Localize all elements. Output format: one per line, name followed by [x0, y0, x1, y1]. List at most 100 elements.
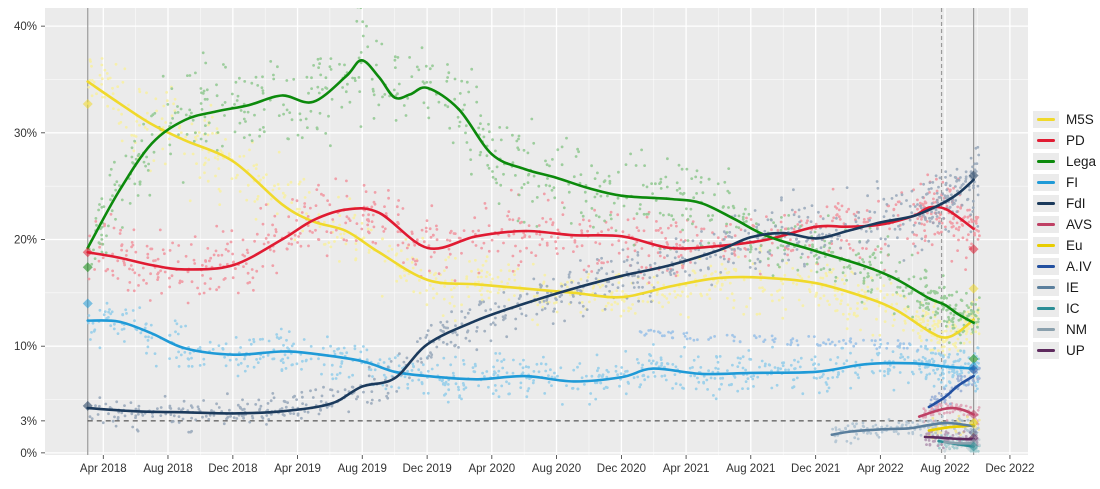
- legend: M5S PD Lega FI FdI AVS Eu A.IV IE IC NM UP: [1033, 111, 1096, 359]
- trend-line-FI: [86, 319, 975, 383]
- legend-swatch-M5S: [1033, 111, 1059, 128]
- x-tick-label: Dec 2018: [208, 463, 257, 475]
- legend-label-NM: NM: [1066, 322, 1087, 337]
- legend-color-bar: [1037, 265, 1055, 268]
- election-marker-IC-2022: [968, 441, 979, 452]
- election-marker-AVS-2022: [968, 409, 979, 420]
- legend-label-M5S: M5S: [1066, 112, 1094, 127]
- legend-color-bar: [1037, 244, 1055, 247]
- legend-item-A.IV: A.IV: [1033, 258, 1096, 275]
- legend-color-bar: [1037, 139, 1055, 142]
- election-marker-A.IV-2022: [968, 364, 979, 375]
- y-tick-label: 30%: [14, 128, 37, 140]
- legend-item-AVS: AVS: [1033, 216, 1096, 233]
- legend-color-bar: [1037, 118, 1055, 121]
- x-tick-label: Dec 2020: [597, 463, 646, 475]
- x-tick-label: Dec 2019: [403, 463, 452, 475]
- legend-swatch-A.IV: [1033, 258, 1059, 275]
- legend-color-bar: [1037, 307, 1055, 310]
- scatter-unsmoothed-light-blue-poll-band: [638, 328, 920, 352]
- legend-label-UP: UP: [1066, 343, 1085, 358]
- x-tick-label: Aug 2018: [143, 463, 192, 475]
- legend-label-PD: PD: [1066, 133, 1085, 148]
- x-tick-label: Dec 2022: [985, 463, 1034, 475]
- legend-swatch-FdI: [1033, 195, 1059, 212]
- legend-swatch-FI: [1033, 174, 1059, 191]
- y-tick-label: 10%: [14, 341, 37, 353]
- x-tick-label: Apr 2022: [857, 463, 904, 475]
- trend-line-A.IV: [927, 374, 975, 409]
- legend-color-bar: [1037, 202, 1055, 205]
- legend-color-bar: [1037, 328, 1055, 331]
- legend-item-NM: NM: [1033, 321, 1096, 338]
- x-tick-label: Aug 2020: [532, 463, 581, 475]
- trend-line-IE: [830, 421, 975, 436]
- legend-color-bar: [1037, 160, 1055, 163]
- legend-label-AVS: AVS: [1066, 217, 1093, 232]
- election-marker-FI-2018: [82, 298, 93, 309]
- legend-label-Eu: Eu: [1066, 238, 1083, 253]
- legend-color-bar: [1037, 349, 1055, 352]
- trend-line-UP: [923, 435, 975, 441]
- legend-label-FI: FI: [1066, 175, 1078, 190]
- legend-label-IC: IC: [1066, 301, 1080, 316]
- y-tick-label: 0%: [20, 448, 37, 460]
- election-marker-FdI-2018: [82, 400, 93, 411]
- legend-item-PD: PD: [1033, 132, 1096, 149]
- election-marker-Lega-2018: [82, 262, 93, 273]
- legend-label-FdI: FdI: [1066, 196, 1086, 211]
- trend-line-Lega: [86, 59, 975, 324]
- trend-line-FdI: [86, 178, 975, 415]
- legend-swatch-Lega: [1033, 153, 1059, 170]
- election-marker-M5S-2022: [968, 283, 979, 294]
- legend-swatch-IC: [1033, 300, 1059, 317]
- legend-item-Eu: Eu: [1033, 237, 1096, 254]
- trend-line-AVS: [917, 406, 975, 418]
- x-tick-label: Apr 2020: [468, 463, 515, 475]
- legend-item-M5S: M5S: [1033, 111, 1096, 128]
- x-tick-label: Dec 2021: [791, 463, 840, 475]
- x-tick-label: Apr 2018: [80, 463, 127, 475]
- legend-swatch-IE: [1033, 279, 1059, 296]
- trend-line-M5S: [86, 80, 975, 339]
- legend-label-IE: IE: [1066, 280, 1079, 295]
- legend-swatch-NM: [1033, 321, 1059, 338]
- legend-label-A.IV: A.IV: [1066, 259, 1092, 274]
- legend-color-bar: [1037, 181, 1055, 184]
- legend-swatch-UP: [1033, 342, 1059, 359]
- x-tick-label: Apr 2021: [663, 463, 710, 475]
- election-marker-Eu-2022: [968, 417, 979, 428]
- x-tick-label: Aug 2022: [920, 463, 969, 475]
- x-tick-label: Aug 2019: [338, 463, 387, 475]
- legend-item-IE: IE: [1033, 279, 1096, 296]
- legend-item-Lega: Lega: [1033, 153, 1096, 170]
- election-marker-PD-2018: [82, 247, 93, 258]
- x-axis: Apr 2018 Aug 2018 Dec 2018 Apr 2019 Aug 2019…: [80, 455, 1035, 475]
- x-tick-label: Aug 2021: [726, 463, 775, 475]
- election-marker-M5S-2018: [82, 99, 93, 110]
- election-marker-UP-2022: [968, 432, 979, 443]
- election-marker-Lega-2022: [968, 353, 979, 364]
- y-tick-label: 3%: [20, 416, 37, 428]
- x-tick-label: Apr 2019: [274, 463, 321, 475]
- legend-item-FdI: FdI: [1033, 195, 1096, 212]
- election-marker-FdI-2022: [968, 170, 979, 181]
- legend-color-bar: [1037, 286, 1055, 289]
- y-axis: 0% 3% 10% 20% 30% 40%: [14, 21, 45, 460]
- legend-swatch-AVS: [1033, 216, 1059, 233]
- legend-color-bar: [1037, 223, 1055, 226]
- y-tick-label: 40%: [14, 21, 37, 33]
- legend-item-IC: IC: [1033, 300, 1096, 317]
- legend-swatch-Eu: [1033, 237, 1059, 254]
- election-marker-PD-2022: [968, 244, 979, 255]
- grid: [45, 8, 1028, 455]
- y-tick-label: 20%: [14, 235, 37, 247]
- election-marker-IE-2022: [968, 427, 979, 438]
- scatter-AVS: [921, 402, 981, 426]
- legend-item-FI: FI: [1033, 174, 1096, 191]
- legend-label-Lega: Lega: [1066, 154, 1097, 169]
- legend-item-UP: UP: [1033, 342, 1096, 359]
- legend-swatch-PD: [1033, 132, 1059, 149]
